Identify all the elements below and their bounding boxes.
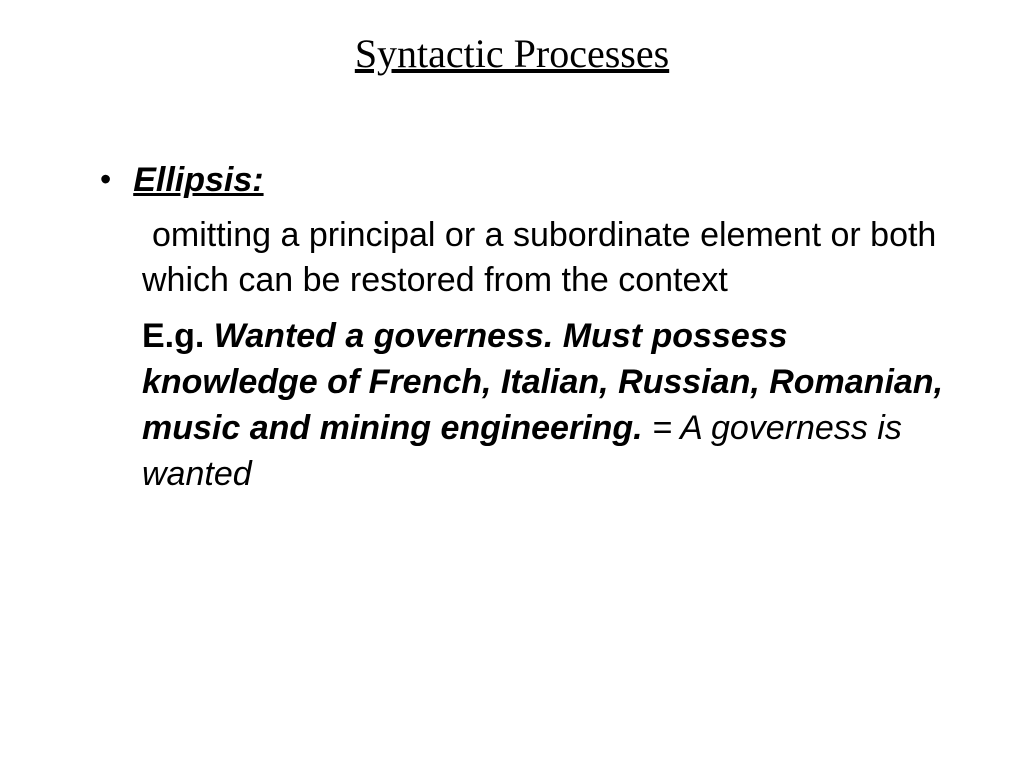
example-text: E.g. Wanted a governess. Must possess kn… (100, 314, 944, 498)
slide-title: Syntactic Processes (80, 30, 944, 77)
term-label: Ellipsis: (133, 157, 263, 205)
definition-text: omitting a principal or a subordinate el… (100, 213, 944, 305)
bullet-item: • Ellipsis: (100, 157, 944, 205)
example-prefix: E.g. (142, 317, 214, 355)
slide-content: • Ellipsis: omitting a principal or a su… (80, 157, 944, 498)
bullet-marker: • (100, 157, 111, 202)
